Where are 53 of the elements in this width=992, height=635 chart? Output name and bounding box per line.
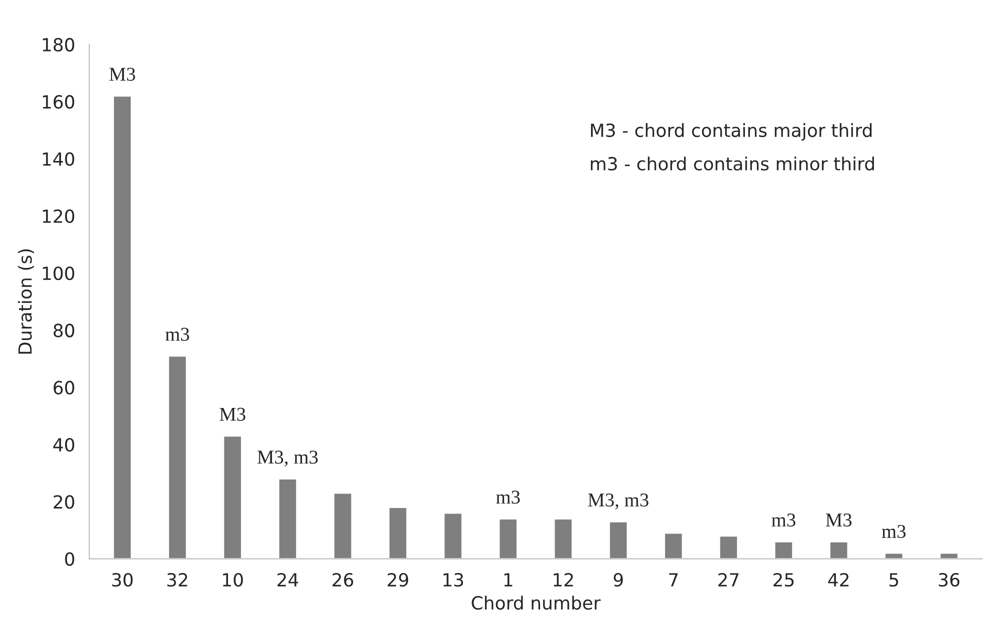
annotation: M3 - chord contains major third <box>591 123 872 141</box>
x-axis-title: Chord number <box>472 596 601 610</box>
x-tick-label: 26 <box>332 573 354 587</box>
y-tick-label: 80 <box>54 324 74 338</box>
bar <box>168 355 188 559</box>
x-tick-label: 10 <box>223 573 243 587</box>
annotation: M3 <box>826 514 852 527</box>
x-tick-label: 27 <box>718 573 739 586</box>
annotation: m3 <box>496 490 520 504</box>
y-tick-label: 160 <box>42 95 74 109</box>
x-tick-label: 32 <box>167 573 188 587</box>
annotation: M3 <box>109 68 136 81</box>
y-tick-label: 120 <box>42 209 74 224</box>
annotation: m3 <box>882 524 906 538</box>
bar <box>553 518 574 559</box>
x-tick-label: 29 <box>388 573 408 587</box>
x-tick-label: 30 <box>112 573 133 587</box>
x-tick-label: 24 <box>278 573 298 586</box>
x-tick-label: 36 <box>938 573 960 587</box>
x-tick-label: 13 <box>444 573 464 587</box>
bar <box>278 478 298 559</box>
bar <box>333 492 353 559</box>
annotation: M3 <box>220 408 246 421</box>
bar <box>222 435 242 559</box>
bar <box>664 532 684 559</box>
y-tick-label: 20 <box>54 495 74 509</box>
bar <box>608 520 628 559</box>
y-tick-label: 140 <box>42 152 74 166</box>
annotation: M3, m3 <box>588 494 648 510</box>
annotation: m3 <box>165 328 190 341</box>
bar <box>498 518 518 559</box>
annotation: m3 - chord contains minor third <box>590 156 874 171</box>
y-axis-title: Duration (s) <box>18 249 34 354</box>
x-tick-label: 1 <box>504 573 512 586</box>
bar <box>112 95 132 559</box>
bar <box>443 512 463 559</box>
x-tick-label: 9 <box>614 573 623 587</box>
y-tick-label: 0 <box>65 552 74 566</box>
x-tick-label: 12 <box>554 573 573 586</box>
annotation: m3 <box>772 514 796 527</box>
x-tick-label: 42 <box>828 573 848 586</box>
x-tick-label: 5 <box>890 573 898 587</box>
bar <box>388 506 408 559</box>
annotation: M3, m3 <box>257 450 318 467</box>
y-tick-label: 40 <box>53 438 74 452</box>
bar <box>774 540 794 559</box>
y-tick-label: 100 <box>42 266 74 280</box>
bar <box>718 535 738 559</box>
bar <box>829 540 849 559</box>
x-tick-label: 7 <box>669 573 678 586</box>
x-tick-label: 25 <box>774 573 794 587</box>
y-tick-label: 60 <box>54 380 74 394</box>
y-tick-label: 180 <box>42 38 74 52</box>
